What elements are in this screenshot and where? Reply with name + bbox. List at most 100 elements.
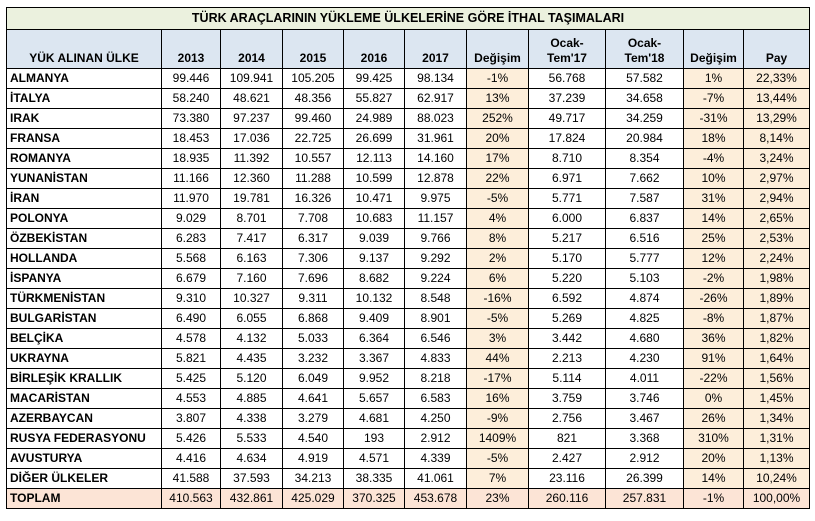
table-row: İRAN 11.970 19.781 16.326 10.471 9.975 -5% 5.77… <box>6 188 811 209</box>
2014-cell: 432.861 <box>220 488 283 509</box>
table-row: ALMANYA 99.446 109.941 105.205 99.425 98.134-… <box>6 68 811 89</box>
2017-cell: 62.917 <box>404 88 467 109</box>
2017-cell: 9.224 <box>404 268 467 289</box>
table-body: ALMANYA 99.446 109.941 105.205 99.425 98.134-… <box>6 68 811 509</box>
2013-cell: 11.970 <box>161 188 221 209</box>
2013-cell: 410.563 <box>161 488 221 509</box>
2014-cell: 5.120 <box>220 368 283 389</box>
2013-cell: 18.935 <box>161 148 221 169</box>
change-2017-cell: 23% <box>466 488 529 509</box>
2017-cell: 41.061 <box>404 468 467 489</box>
2014-cell: 12.360 <box>220 168 283 189</box>
2016-cell: 24.989 <box>343 108 405 129</box>
2013-cell: 9.029 <box>161 208 221 229</box>
change-jan-jul-cell: -2% <box>683 268 744 289</box>
2014-cell: 11.392 <box>220 148 283 169</box>
2015-cell: 7.696 <box>282 268 344 289</box>
2016-cell: 9.952 <box>343 368 405 389</box>
jan-jul-17-cell: 2.213 <box>528 348 606 369</box>
share-cell: 8,14% <box>742 128 811 149</box>
change-jan-jul-cell: 10% <box>683 168 744 189</box>
share-cell: 1,98% <box>742 268 811 289</box>
country-cell: RUSYA FEDERASYONU <box>6 428 162 449</box>
table-row: ÖZBEKİSTAN 6.283 7.417 6.317 9.039 9.766 8% 5.2… <box>6 228 811 249</box>
jan-jul-18-cell: 5.103 <box>605 268 684 289</box>
jan-jul-18-cell: 7.662 <box>605 168 684 189</box>
change-jan-jul-cell: 91% <box>683 348 744 369</box>
jan-jul-18-cell: 20.984 <box>605 128 684 149</box>
2014-cell: 97.237 <box>220 108 283 129</box>
2017-cell: 8.901 <box>404 308 467 329</box>
2016-cell: 38.335 <box>343 468 405 489</box>
table-row: AZERBAYCAN 3.807 4.338 3.279 4.681 4.250 -9% 2.… <box>6 408 811 429</box>
share-cell: 1,64% <box>742 348 811 369</box>
jan-jul-17-cell: 5.114 <box>528 368 606 389</box>
country-cell: ÖZBEKİSTAN <box>6 228 162 249</box>
jan-jul-18-cell: 257.831 <box>605 488 684 509</box>
table-row: HOLLANDA 5.568 6.163 7.306 9.137 9.292 2% 5.170… <box>6 248 811 269</box>
jan-jul-18-cell: 8.354 <box>605 148 684 169</box>
change-jan-jul-cell: 26% <box>683 408 744 429</box>
table-row: TÜRKMENİSTAN 9.310 10.327 9.311 10.132 8.548-… <box>6 288 811 309</box>
header-2013: 2013 <box>161 29 221 69</box>
jan-jul-18-cell: 4.680 <box>605 328 684 349</box>
2013-cell: 3.807 <box>161 408 221 429</box>
2016-cell: 6.364 <box>343 328 405 349</box>
2014-cell: 7.160 <box>220 268 283 289</box>
2013-cell: 5.821 <box>161 348 221 369</box>
header-country: YÜK ALINAN ÜLKE <box>6 29 162 69</box>
jan-jul-17-cell: 5.170 <box>528 248 606 269</box>
change-jan-jul-cell: -31% <box>683 108 744 129</box>
share-cell: 22,33% <box>742 68 811 89</box>
2017-cell: 4.250 <box>404 408 467 429</box>
2016-cell: 4.571 <box>343 448 405 469</box>
change-2017-cell: -9% <box>466 408 529 429</box>
table-title: TÜRK ARAÇLARININ YÜKLEME ÜLKELERİNE GÖRE… <box>5 7 811 30</box>
share-cell: 1,87% <box>742 308 811 329</box>
change-jan-jul-cell: 18% <box>683 128 744 149</box>
jan-jul-18-cell: 6.516 <box>605 228 684 249</box>
2017-cell: 98.134 <box>404 68 467 89</box>
2017-cell: 12.878 <box>404 168 467 189</box>
share-cell: 1,13% <box>742 448 811 469</box>
2015-cell: 9.311 <box>282 288 344 309</box>
header-2014: 2014 <box>220 29 283 69</box>
2016-cell: 5.657 <box>343 388 405 409</box>
2015-cell: 34.213 <box>282 468 344 489</box>
country-cell: UKRAYNA <box>6 348 162 369</box>
table-row: RUSYA FEDERASYONU 5.426 5.533 4.540 193 2.912… <box>6 428 811 449</box>
jan-jul-18-cell: 4.825 <box>605 308 684 329</box>
2014-cell: 4.885 <box>220 388 283 409</box>
change-2017-cell: -5% <box>466 308 529 329</box>
jan-jul-18-cell: 5.777 <box>605 248 684 269</box>
2015-cell: 7.306 <box>282 248 344 269</box>
2015-cell: 10.557 <box>282 148 344 169</box>
change-2017-cell: -1% <box>466 68 529 89</box>
table-row: POLONYA 9.029 8.701 7.708 10.683 11.157 4% 6.00… <box>6 208 811 229</box>
2013-cell: 6.490 <box>161 308 221 329</box>
2015-cell: 6.868 <box>282 308 344 329</box>
2015-cell: 11.288 <box>282 168 344 189</box>
2013-cell: 9.310 <box>161 288 221 309</box>
2015-cell: 5.033 <box>282 328 344 349</box>
jan-jul-18-cell: 7.587 <box>605 188 684 209</box>
country-cell: IRAK <box>6 108 162 129</box>
change-2017-cell: 16% <box>466 388 529 409</box>
2017-cell: 9.292 <box>404 248 467 269</box>
2017-cell: 14.160 <box>404 148 467 169</box>
country-cell: TOPLAM <box>6 488 162 509</box>
jan-jul-17-cell: 5.771 <box>528 188 606 209</box>
country-cell: ROMANYA <box>6 148 162 169</box>
2013-cell: 4.416 <box>161 448 221 469</box>
2016-cell: 10.471 <box>343 188 405 209</box>
share-cell: 1,89% <box>742 288 811 309</box>
change-jan-jul-cell: -26% <box>683 288 744 309</box>
2015-cell: 48.356 <box>282 88 344 109</box>
header-share: Pay <box>742 29 811 69</box>
jan-jul-17-cell: 5.269 <box>528 308 606 329</box>
table-row: ROMANYA 18.935 11.392 10.557 12.113 14.160 17%… <box>6 148 811 169</box>
change-2017-cell: 17% <box>466 148 529 169</box>
2017-cell: 8.548 <box>404 288 467 309</box>
2016-cell: 26.699 <box>343 128 405 149</box>
share-cell: 13,29% <box>742 108 811 129</box>
